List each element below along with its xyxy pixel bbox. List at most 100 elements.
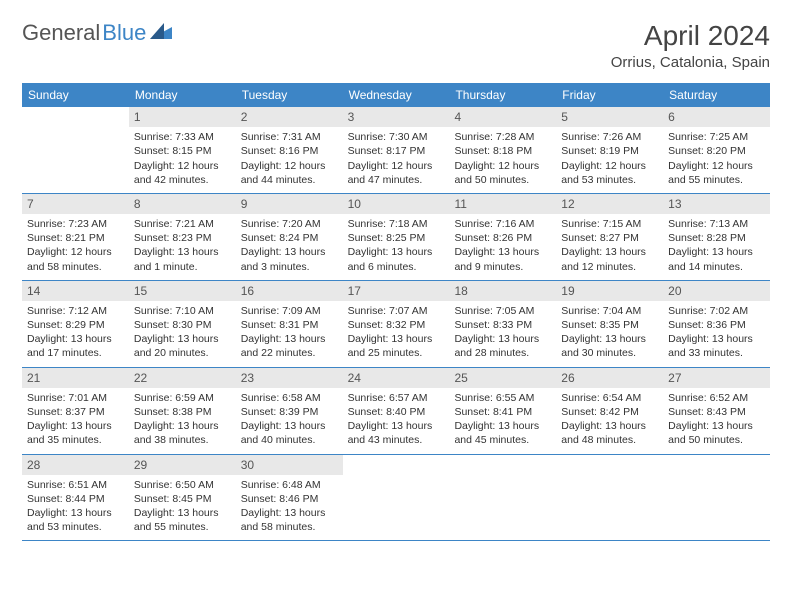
day-day1: Daylight: 13 hours [561,332,658,346]
logo-text-general: General [22,20,100,46]
day-day1: Daylight: 12 hours [27,245,124,259]
day-sunrise: Sunrise: 7:25 AM [668,130,765,144]
day-day2: and 50 minutes. [668,433,765,447]
day-number: 20 [663,281,770,301]
day-sunrise: Sunrise: 6:59 AM [134,391,231,405]
day-day2: and 55 minutes. [668,173,765,187]
day-sunset: Sunset: 8:17 PM [348,144,445,158]
day-day2: and 14 minutes. [668,260,765,274]
day-day2: and 42 minutes. [134,173,231,187]
day-sunset: Sunset: 8:15 PM [134,144,231,158]
day-sunset: Sunset: 8:32 PM [348,318,445,332]
week-row: 28Sunrise: 6:51 AMSunset: 8:44 PMDayligh… [22,455,770,542]
day-sunrise: Sunrise: 6:55 AM [454,391,551,405]
day-sunrise: Sunrise: 7:09 AM [241,304,338,318]
day-sunset: Sunset: 8:35 PM [561,318,658,332]
day-sunrise: Sunrise: 7:20 AM [241,217,338,231]
day-day1: Daylight: 13 hours [134,419,231,433]
day-sunrise: Sunrise: 7:23 AM [27,217,124,231]
day-day2: and 43 minutes. [348,433,445,447]
day-day2: and 25 minutes. [348,346,445,360]
day-day2: and 12 minutes. [561,260,658,274]
day-day1: Daylight: 13 hours [668,332,765,346]
day-sunrise: Sunrise: 7:04 AM [561,304,658,318]
day-day2: and 6 minutes. [348,260,445,274]
day-sunset: Sunset: 8:18 PM [454,144,551,158]
day-sunset: Sunset: 8:38 PM [134,405,231,419]
day-number: 19 [556,281,663,301]
day-sunrise: Sunrise: 6:52 AM [668,391,765,405]
day-number: 26 [556,368,663,388]
day-number: 6 [663,107,770,127]
calendar: SundayMondayTuesdayWednesdayThursdayFrid… [22,83,770,541]
day-number: 2 [236,107,343,127]
day-sunrise: Sunrise: 7:21 AM [134,217,231,231]
day-day2: and 17 minutes. [27,346,124,360]
day-cell: 21Sunrise: 7:01 AMSunset: 8:37 PMDayligh… [22,368,129,454]
day-cell: 8Sunrise: 7:21 AMSunset: 8:23 PMDaylight… [129,194,236,280]
day-sunset: Sunset: 8:20 PM [668,144,765,158]
weekday-header: Monday [129,83,236,107]
day-day1: Daylight: 13 hours [561,419,658,433]
day-cell: 18Sunrise: 7:05 AMSunset: 8:33 PMDayligh… [449,281,556,367]
day-cell: 16 Sunrise: 7:09 AMSunset: 8:31 PMDayligh… [236,281,343,367]
day-day1: Daylight: 13 hours [241,332,338,346]
day-sunrise: Sunrise: 7:01 AM [27,391,124,405]
day-cell: 4Sunrise: 7:28 AMSunset: 8:18 PMDaylight… [449,107,556,193]
day-sunrise: Sunrise: 7:13 AM [668,217,765,231]
day-day1: Daylight: 13 hours [348,245,445,259]
day-number: 8 [129,194,236,214]
day-day1: Daylight: 13 hours [454,419,551,433]
day-cell: 11Sunrise: 7:16 AMSunset: 8:26 PMDayligh… [449,194,556,280]
day-number: 11 [449,194,556,214]
day-day1: Daylight: 12 hours [348,159,445,173]
day-day2: and 58 minutes. [27,260,124,274]
day-day2: and 28 minutes. [454,346,551,360]
day-day2: and 38 minutes. [134,433,231,447]
location-text: Orrius, Catalonia, Spain [611,54,770,71]
header-right: April 2024 Orrius, Catalonia, Spain [611,20,770,71]
day-sunset: Sunset: 8:46 PM [241,492,338,506]
day-sunset: Sunset: 8:29 PM [27,318,124,332]
day-day2: and 53 minutes. [561,173,658,187]
day-sunset: Sunset: 8:27 PM [561,231,658,245]
day-sunset: Sunset: 8:26 PM [454,231,551,245]
day-day2: and 20 minutes. [134,346,231,360]
day-number: 27 [663,368,770,388]
day-sunset: Sunset: 8:25 PM [348,231,445,245]
day-day1: Daylight: 13 hours [454,332,551,346]
day-sunset: Sunset: 8:31 PM [241,318,338,332]
day-number: 28 [22,455,129,475]
day-day1: Daylight: 12 hours [241,159,338,173]
day-day2: and 45 minutes. [454,433,551,447]
day-sunrise: Sunrise: 7:18 AM [348,217,445,231]
day-day1: Daylight: 12 hours [561,159,658,173]
empty-cell [343,455,450,541]
day-number: 30 [236,455,343,475]
day-number: 7 [22,194,129,214]
day-sunset: Sunset: 8:33 PM [454,318,551,332]
day-day2: and 55 minutes. [134,520,231,534]
day-sunset: Sunset: 8:19 PM [561,144,658,158]
day-cell: 12Sunrise: 7:15 AMSunset: 8:27 PMDayligh… [556,194,663,280]
day-number: 21 [22,368,129,388]
empty-cell [556,455,663,541]
day-cell: 17Sunrise: 7:07 AMSunset: 8:32 PMDayligh… [343,281,450,367]
day-sunrise: Sunrise: 6:48 AM [241,478,338,492]
week-row: 1Sunrise: 7:33 AMSunset: 8:15 PMDaylight… [22,107,770,194]
day-number: 13 [663,194,770,214]
day-sunrise: Sunrise: 7:28 AM [454,130,551,144]
day-cell: 19 Sunrise: 7:04 AMSunset: 8:35 PMDayligh… [556,281,663,367]
day-sunrise: Sunrise: 7:10 AM [134,304,231,318]
weekday-header: Tuesday [236,83,343,107]
day-sunrise: Sunrise: 7:26 AM [561,130,658,144]
day-day1: Daylight: 13 hours [454,245,551,259]
day-day2: and 48 minutes. [561,433,658,447]
day-day1: Daylight: 13 hours [348,332,445,346]
day-day2: and 3 minutes. [241,260,338,274]
day-sunrise: Sunrise: 6:50 AM [134,478,231,492]
day-number: 16 [236,281,343,301]
day-cell: 24Sunrise: 6:57 AMSunset: 8:40 PMDayligh… [343,368,450,454]
day-number: 25 [449,368,556,388]
day-cell: 10Sunrise: 7:18 AMSunset: 8:25 PMDayligh… [343,194,450,280]
